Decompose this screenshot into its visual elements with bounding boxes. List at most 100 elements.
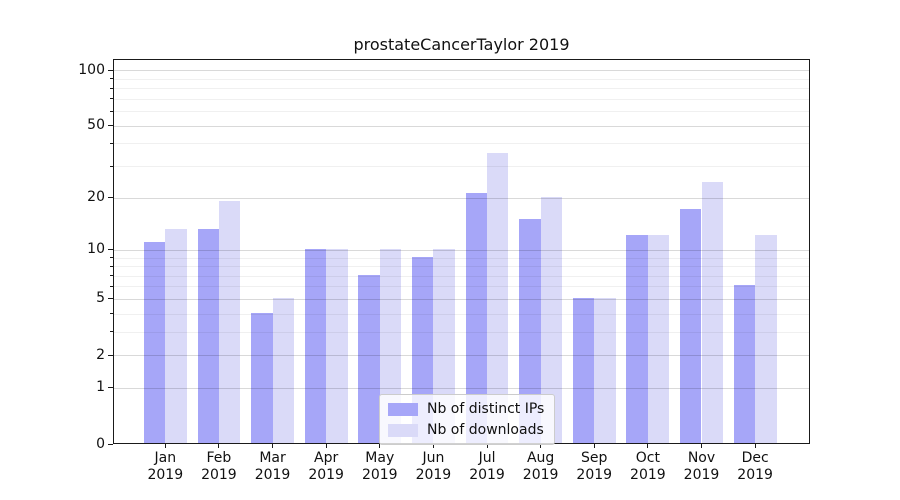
bar-nb-of-downloads-dec	[755, 235, 777, 443]
y-tick-2	[108, 354, 113, 356]
y-tick-label-5: 5	[96, 290, 105, 307]
minor-gridline-9	[114, 257, 809, 259]
bar-nb-of-downloads-feb	[218, 200, 241, 443]
x-label-year: 2019	[415, 467, 452, 483]
minor-gridline-6	[114, 286, 809, 288]
bar-nb-of-downloads-sep	[594, 297, 616, 443]
x-label-month: Oct	[635, 450, 660, 466]
x-label-year: 2019	[361, 467, 398, 483]
y-minor-tick-8	[110, 265, 113, 267]
x-tick-label-sep: Sep 2019	[562, 450, 626, 484]
bar-nb-of-downloads-oct	[647, 235, 670, 443]
y-tick-1	[108, 387, 113, 389]
x-tick-jul	[486, 444, 488, 448]
x-label-month: Jul	[478, 450, 496, 466]
bar-nb-of-downloads-jul	[487, 152, 509, 443]
x-tick-label-jun: Jun 2019	[401, 450, 465, 484]
y-tick-0	[108, 443, 113, 445]
legend-item-nb-of-distinct-ips: Nb of distinct IPs	[388, 401, 544, 417]
y-tick-100	[108, 69, 113, 71]
legend-item-nb-of-downloads: Nb of downloads	[388, 422, 544, 438]
y-minor-tick-6	[110, 285, 113, 287]
bar-nb-of-distinct-ips-jul	[465, 192, 487, 443]
x-tick-aug	[540, 444, 542, 448]
x-label-month: Jan	[154, 450, 177, 466]
y-minor-tick-80	[110, 87, 113, 89]
bar-nb-of-downloads-mar	[272, 297, 294, 443]
x-label-year: 2019	[147, 467, 184, 483]
x-tick-label-may: May 2019	[348, 450, 412, 484]
y-minor-tick-40	[110, 142, 113, 144]
major-gridline-5	[114, 298, 809, 300]
bar-nb-of-distinct-ips-aug	[519, 218, 541, 443]
y-tick-5	[108, 298, 113, 300]
y-tick-label-0: 0	[96, 435, 105, 452]
bar-nb-of-distinct-ips-may	[358, 274, 380, 443]
y-tick-label-50: 50	[87, 117, 105, 134]
y-minor-tick-60	[110, 110, 113, 112]
y-tick-label-10: 10	[87, 241, 105, 258]
x-label-year: 2019	[522, 467, 559, 483]
y-tick-label-20: 20	[87, 189, 105, 206]
x-tick-label-jan: Jan 2019	[133, 450, 197, 484]
bar-nb-of-downloads-nov	[701, 182, 723, 443]
x-tick-label-apr: Apr 2019	[294, 450, 358, 484]
minor-gridline-7	[114, 275, 809, 277]
minor-gridline-3	[114, 331, 809, 333]
major-gridline-50	[114, 125, 809, 127]
x-label-year: 2019	[201, 467, 237, 483]
x-label-year: 2019	[737, 467, 773, 483]
legend-label-nb-of-downloads: Nb of downloads	[427, 422, 544, 438]
major-gridline-100	[114, 70, 809, 72]
x-tick-jun	[432, 444, 434, 448]
x-label-year: 2019	[630, 467, 666, 483]
x-tick-label-oct: Oct 2019	[616, 450, 680, 484]
x-tick-label-feb: Feb 2019	[187, 450, 251, 484]
x-label-month: Jun	[422, 450, 445, 466]
x-tick-jan	[164, 444, 166, 448]
bar-nb-of-distinct-ips-apr	[304, 248, 327, 443]
bar-nb-of-distinct-ips-feb	[197, 229, 219, 443]
x-tick-dec	[754, 444, 756, 448]
x-tick-label-mar: Mar 2019	[241, 450, 305, 484]
y-tick-50	[108, 125, 113, 127]
x-label-month: Aug	[526, 450, 555, 466]
y-tick-20	[108, 197, 113, 199]
y-tick-label-1: 1	[96, 379, 105, 396]
y-tick-label-100: 100	[78, 61, 105, 78]
y-minor-tick-3	[110, 331, 113, 333]
x-label-month: Apr	[314, 450, 339, 466]
minor-gridline-60	[114, 111, 809, 113]
x-label-month: May	[365, 450, 395, 466]
legend-swatch-nb-of-downloads	[388, 423, 418, 437]
minor-gridline-8	[114, 266, 809, 268]
y-minor-tick-90	[110, 78, 113, 80]
minor-gridline-30	[114, 166, 809, 167]
legend-label-nb-of-distinct-ips: Nb of distinct IPs	[427, 401, 545, 417]
x-label-year: 2019	[576, 467, 613, 483]
y-tick-label-2: 2	[96, 346, 105, 363]
x-tick-mar	[272, 444, 274, 448]
bar-nb-of-distinct-ips-nov	[680, 209, 702, 443]
x-label-year: 2019	[254, 467, 291, 483]
major-gridline-10	[114, 249, 809, 251]
legend: Nb of distinct IPs Nb of downloads	[379, 394, 556, 445]
y-minor-tick-4	[110, 313, 113, 315]
bar-nb-of-distinct-ips-jan	[143, 241, 166, 443]
y-minor-tick-9	[110, 257, 113, 259]
legend-swatch-nb-of-distinct-ips	[388, 402, 418, 416]
minor-gridline-4	[114, 313, 809, 315]
plot-area: Nb of distinct IPs Nb of downloads	[113, 59, 810, 445]
x-tick-label-aug: Aug 2019	[509, 450, 573, 484]
bar-nb-of-downloads-jan	[165, 229, 187, 443]
minor-gridline-80	[114, 88, 809, 90]
y-minor-tick-30	[110, 165, 113, 167]
major-gridline-1	[114, 387, 809, 389]
minor-gridline-40	[114, 143, 809, 145]
x-tick-oct	[647, 444, 649, 448]
x-tick-sep	[593, 444, 595, 448]
x-tick-feb	[218, 444, 220, 448]
bar-nb-of-distinct-ips-oct	[626, 235, 648, 443]
x-tick-label-dec: Dec 2019	[723, 450, 787, 484]
